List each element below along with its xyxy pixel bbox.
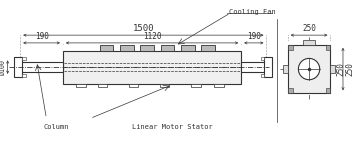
Text: 250: 250	[302, 24, 316, 33]
Bar	[241, 62, 267, 72]
Bar	[264, 57, 272, 77]
Text: Column: Column	[43, 124, 69, 130]
Bar	[63, 51, 241, 84]
Bar	[288, 45, 330, 93]
Bar	[283, 65, 288, 73]
Circle shape	[298, 58, 320, 80]
Bar	[20, 62, 63, 72]
Bar	[22, 74, 26, 77]
Bar	[161, 45, 175, 51]
Bar	[303, 40, 315, 45]
Bar	[326, 45, 330, 50]
Bar	[261, 57, 264, 60]
Bar	[141, 45, 154, 51]
Bar	[191, 84, 200, 87]
Bar	[181, 45, 195, 51]
Bar	[15, 57, 22, 77]
Text: 250: 250	[346, 62, 354, 76]
Bar	[98, 84, 108, 87]
Text: 1500: 1500	[133, 24, 154, 33]
Bar	[22, 57, 26, 60]
Text: 190: 190	[35, 32, 48, 41]
Bar	[129, 84, 138, 87]
Text: Linear Motor Stator: Linear Motor Stator	[132, 124, 213, 130]
Text: 1120: 1120	[143, 32, 161, 41]
Bar	[201, 45, 215, 51]
Bar	[160, 84, 170, 87]
Bar	[120, 45, 134, 51]
Bar	[326, 88, 330, 93]
Bar	[288, 88, 293, 93]
Text: Ø100: Ø100	[0, 59, 6, 75]
Bar	[76, 84, 86, 87]
Bar	[214, 84, 224, 87]
Text: 190: 190	[247, 32, 261, 41]
Bar	[100, 45, 113, 51]
Bar	[330, 65, 335, 73]
Text: Cooling Fan: Cooling Fan	[229, 9, 275, 15]
Text: 250: 250	[337, 62, 346, 76]
Bar	[261, 74, 264, 77]
Bar	[288, 45, 293, 50]
